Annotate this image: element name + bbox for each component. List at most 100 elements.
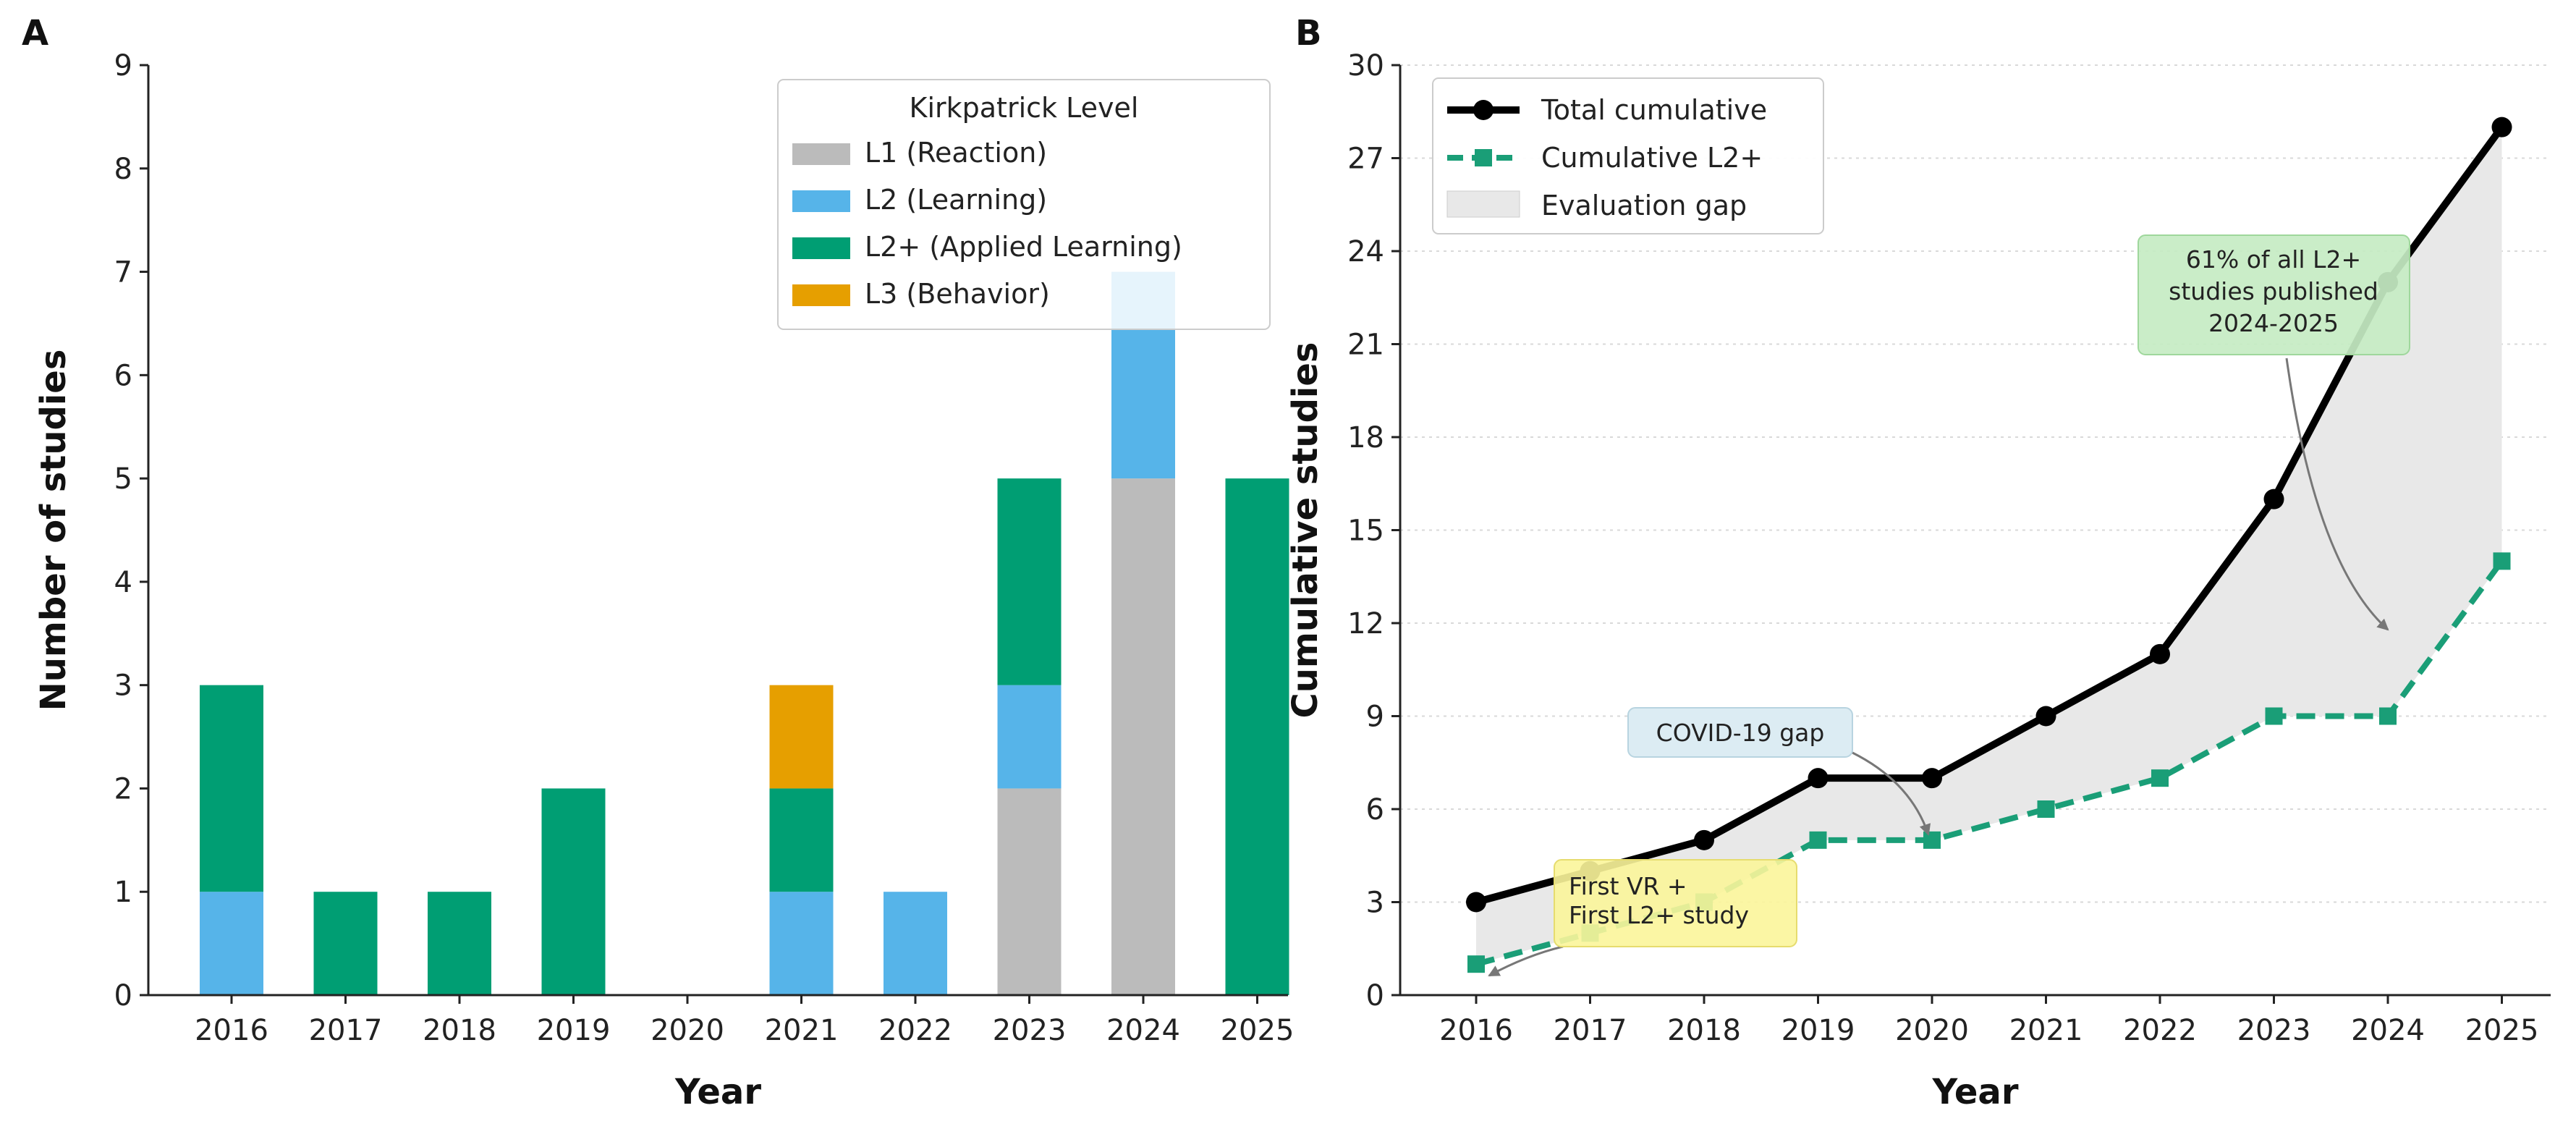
annotation-arrow bbox=[1852, 751, 1931, 836]
l2-marker bbox=[1923, 831, 1941, 849]
y-tick-label: 1 bbox=[114, 876, 132, 909]
total-marker bbox=[1922, 768, 1942, 789]
annotation-arrow bbox=[2285, 358, 2389, 631]
x-tick-label: 2023 bbox=[2237, 1014, 2311, 1047]
total-marker bbox=[1466, 892, 1486, 913]
bar-segment bbox=[1225, 478, 1289, 995]
x-tick-label: 2021 bbox=[765, 1014, 839, 1047]
y-tick-label: 6 bbox=[114, 359, 132, 392]
x-tick-label: 2020 bbox=[651, 1014, 724, 1047]
l2-marker bbox=[2265, 707, 2283, 725]
l2-marker bbox=[2037, 800, 2055, 818]
bar-segment bbox=[884, 892, 947, 995]
series-line-total bbox=[1475, 124, 2505, 906]
total-marker bbox=[1694, 829, 1714, 850]
l2-marker bbox=[2151, 769, 2169, 787]
total-marker bbox=[2035, 706, 2056, 727]
bar-segment bbox=[200, 685, 263, 892]
x-tick-label: 2019 bbox=[537, 1014, 611, 1047]
total-marker bbox=[2491, 117, 2512, 138]
panel-b-label: B bbox=[1295, 13, 1322, 54]
x-tick-label: 2016 bbox=[1439, 1014, 1513, 1047]
x-tick-label: 2022 bbox=[2123, 1014, 2197, 1047]
panel-a-axes: 0 1 2 3 4 5 6 7 8 9 2016 2017 2018 2019 2020 2021 2022 20… bbox=[114, 49, 1295, 1047]
y-tick-label: 9 bbox=[1366, 701, 1384, 734]
bar-segment bbox=[997, 478, 1062, 685]
y-tick-label: 9 bbox=[114, 49, 132, 83]
annotation-text: First VR + bbox=[1569, 872, 1687, 900]
legend-label: L2 (Learning) bbox=[865, 184, 1047, 216]
annotation-text: 2024-2025 bbox=[2208, 309, 2339, 337]
y-tick-label: 24 bbox=[1347, 235, 1384, 268]
x-tick-label: 2022 bbox=[878, 1014, 952, 1047]
panel-b-y-axis-title: Cumulative studies bbox=[1285, 342, 1326, 718]
y-tick-label: 18 bbox=[1347, 421, 1384, 454]
y-tick-label: 15 bbox=[1347, 515, 1384, 548]
legend-label: L3 (Behavior) bbox=[865, 278, 1050, 310]
y-tick-label: 5 bbox=[114, 462, 132, 496]
y-tick-label: 2 bbox=[114, 772, 132, 805]
bar-segment bbox=[200, 892, 263, 995]
x-tick-label: 2025 bbox=[2465, 1014, 2539, 1047]
panel-a-bars bbox=[200, 271, 1289, 995]
panel-a-x-axis-title: Year bbox=[674, 1072, 761, 1112]
y-tick-label: 8 bbox=[114, 153, 132, 186]
x-tick-label: 2019 bbox=[1781, 1014, 1855, 1047]
legend-title: Kirkpatrick Level bbox=[910, 92, 1139, 124]
l2-marker bbox=[1809, 831, 1827, 849]
legend-swatch-gap bbox=[1446, 190, 1520, 218]
total-marker bbox=[2150, 643, 2170, 664]
panel-b-legend: Total cumulative Cumulative L2+ Evaluation… bbox=[1432, 77, 1824, 234]
x-tick-label: 2025 bbox=[1221, 1014, 1295, 1047]
x-tick-label: 2018 bbox=[423, 1014, 496, 1047]
l2-marker bbox=[2379, 707, 2397, 725]
y-tick-label: 27 bbox=[1347, 143, 1384, 176]
y-tick-label: 3 bbox=[114, 669, 132, 703]
legend-label: Cumulative L2+ bbox=[1541, 142, 1763, 174]
x-tick-label: 2020 bbox=[1895, 1014, 1969, 1047]
annotation-arrow bbox=[1488, 945, 1564, 977]
legend-frame bbox=[1432, 77, 1824, 234]
legend-label: L2+ (Applied Learning) bbox=[865, 231, 1182, 263]
y-tick-label: 6 bbox=[1366, 793, 1384, 826]
y-tick-label: 0 bbox=[114, 979, 132, 1012]
bar-segment bbox=[997, 788, 1062, 995]
legend-swatch bbox=[792, 237, 850, 259]
annotation-text: 61% of all L2+ bbox=[2186, 245, 2361, 274]
y-tick-label: 12 bbox=[1347, 607, 1384, 640]
annotation-text: First L2+ study bbox=[1569, 901, 1749, 929]
panel-a-y-axis-title: Number of studies bbox=[33, 350, 74, 711]
x-tick-label: 2021 bbox=[2009, 1014, 2083, 1047]
bar-segment bbox=[769, 788, 834, 892]
bar-segment bbox=[1111, 478, 1175, 995]
x-tick-label: 2024 bbox=[2351, 1014, 2425, 1047]
legend-label: Total cumulative bbox=[1541, 94, 1767, 126]
bar-segment bbox=[313, 892, 378, 995]
annotation-text: COVID-19 gap bbox=[1656, 719, 1825, 747]
panel-b-axes: 0 3 6 9 12 15 18 21 24 27 30 2016 2017 2018 2019 2020 20… bbox=[1347, 49, 2551, 1047]
y-tick-label: 3 bbox=[1366, 887, 1384, 920]
annotation-box bbox=[1627, 707, 1853, 758]
x-tick-label: 2018 bbox=[1667, 1014, 1741, 1047]
y-tick-label: 30 bbox=[1347, 49, 1384, 83]
legend-label: Evaluation gap bbox=[1541, 190, 1747, 221]
x-tick-label: 2023 bbox=[993, 1014, 1067, 1047]
legend-swatch bbox=[792, 284, 850, 306]
bar-segment bbox=[541, 788, 606, 995]
panel-b-annotations: First VR +First L2+ study COVID-19 gap 61%… bbox=[1488, 234, 2410, 977]
annotation-text: studies published bbox=[2169, 277, 2378, 305]
legend-marker-l2 bbox=[1475, 149, 1492, 166]
panel-b-x-axis-title: Year bbox=[1932, 1072, 2019, 1112]
legend-marker-total bbox=[1473, 100, 1494, 120]
annotation-box bbox=[1554, 859, 1797, 947]
x-tick-label: 2016 bbox=[195, 1014, 268, 1047]
total-marker bbox=[1808, 768, 1829, 789]
x-tick-label: 2024 bbox=[1106, 1014, 1180, 1047]
legend-label: L1 (Reaction) bbox=[865, 137, 1047, 169]
panel-a-label: A bbox=[22, 13, 48, 54]
bar-segment bbox=[997, 685, 1062, 789]
legend-swatch bbox=[792, 190, 850, 212]
panel-a-chart: 0 1 2 3 4 5 6 7 8 9 2016 2017 2018 2019 2020 2021 2022 20… bbox=[33, 49, 1294, 1112]
bar-segment bbox=[428, 892, 491, 995]
